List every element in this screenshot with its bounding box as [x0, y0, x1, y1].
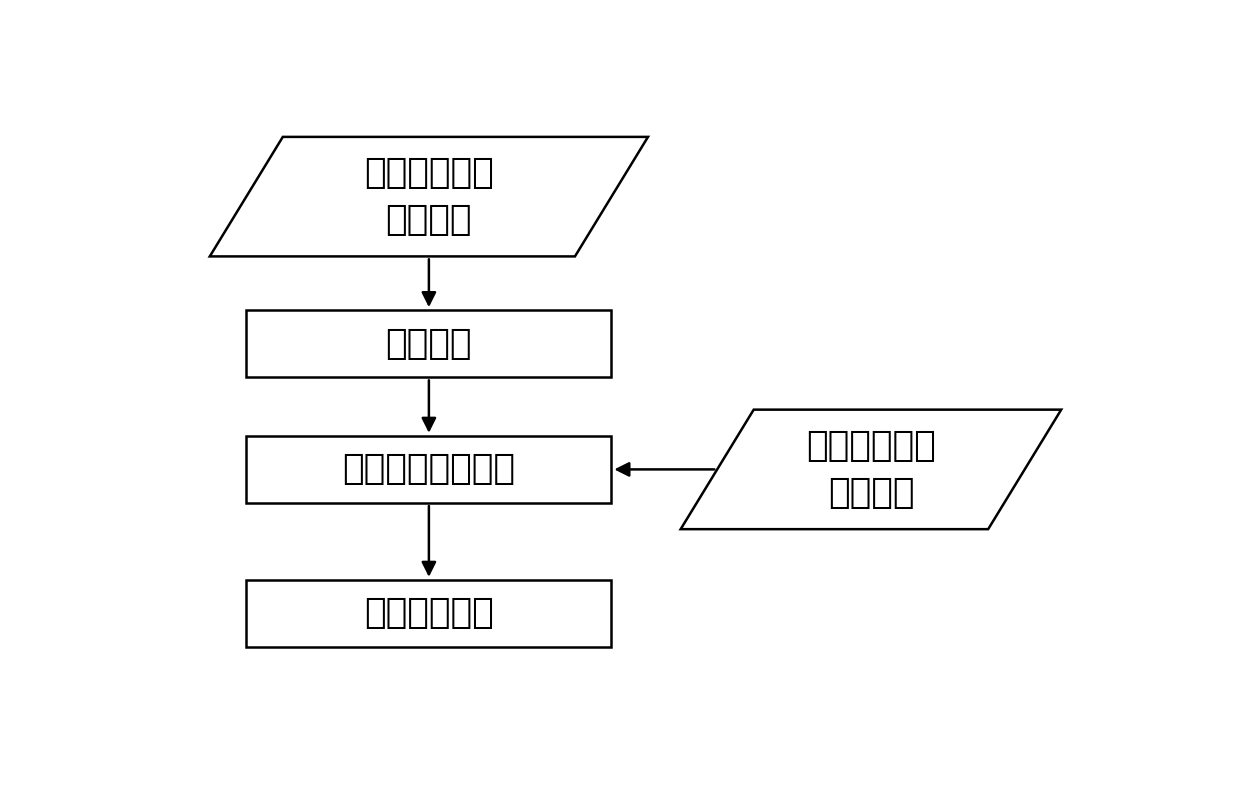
Text: 故障监测结果: 故障监测结果 [365, 596, 494, 630]
Text: 工业过程历史
正常数据: 工业过程历史 正常数据 [365, 156, 494, 237]
Text: 模态划分: 模态划分 [386, 326, 472, 361]
Polygon shape [210, 137, 649, 256]
Bar [247, 435, 611, 503]
Text: 待监测的工业
过程数据: 待监测的工业 过程数据 [806, 429, 936, 510]
Bar [247, 579, 611, 647]
Bar [247, 310, 611, 377]
Polygon shape [681, 410, 1061, 529]
Text: 建立故障监测模型: 建立故障监测模型 [342, 452, 516, 486]
